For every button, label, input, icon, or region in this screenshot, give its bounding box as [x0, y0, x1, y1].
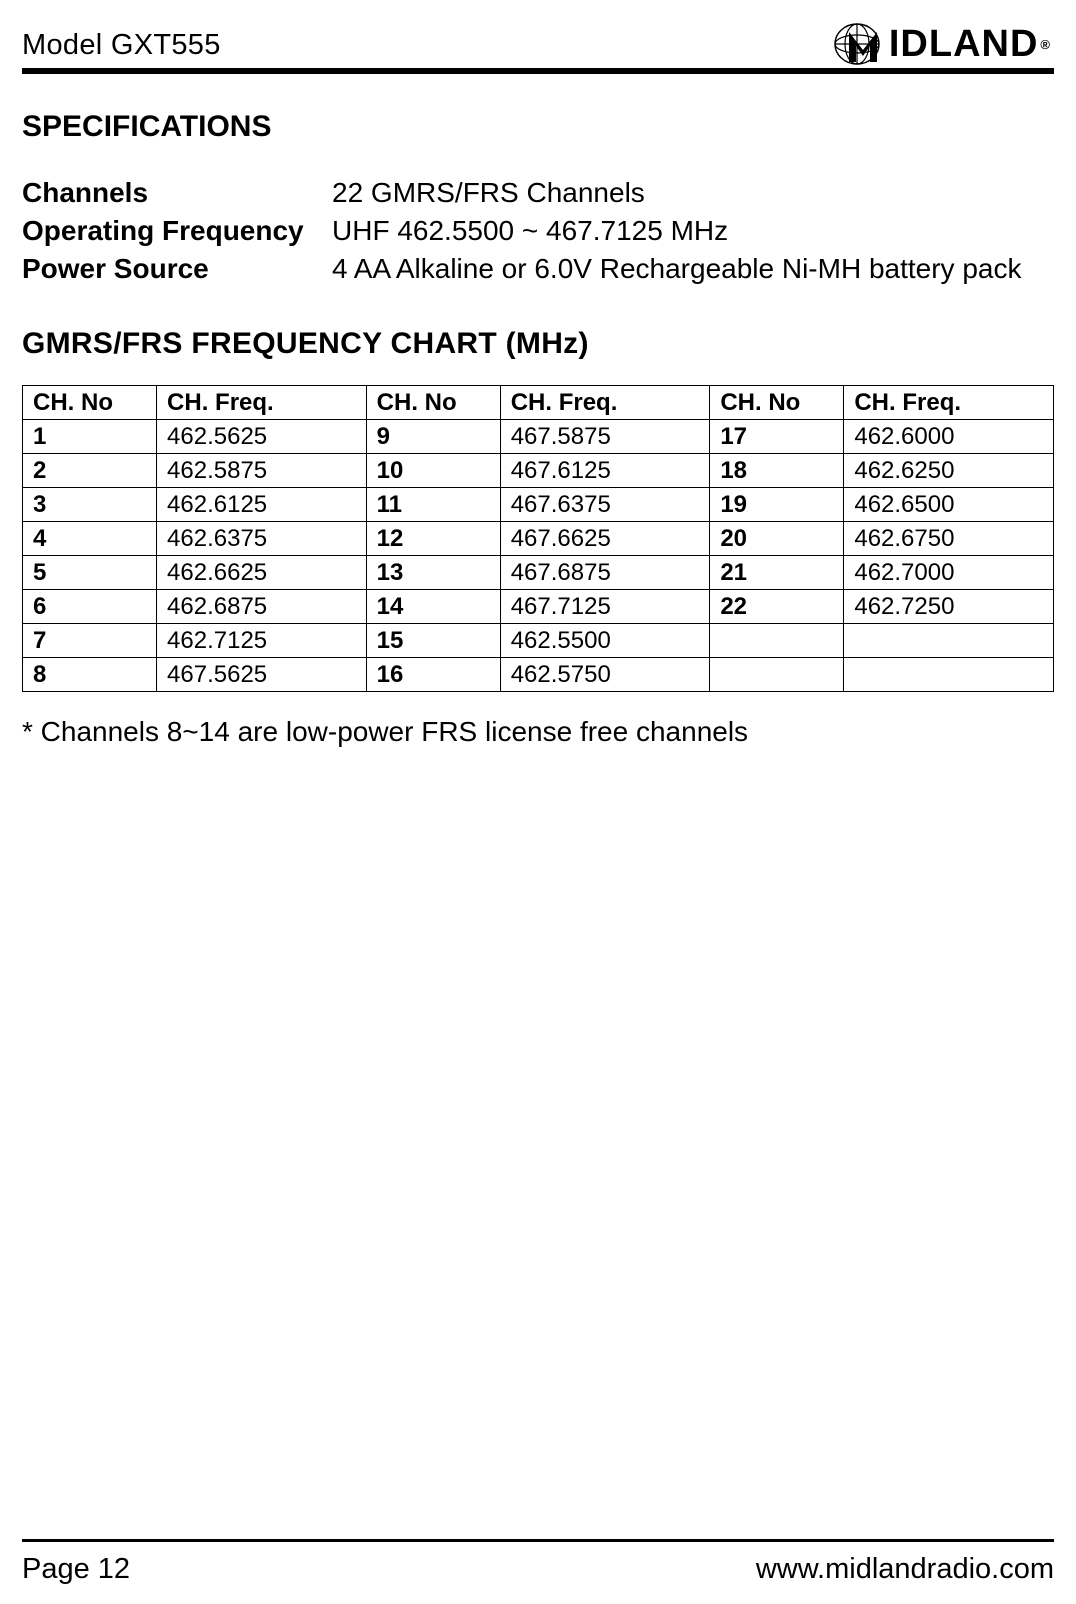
channel-frequency-cell: 467.6375 — [500, 488, 710, 522]
channel-number-cell: 21 — [710, 556, 844, 590]
specifications-heading: SPECIFICATIONS — [22, 110, 1054, 144]
spec-row: Channels 22 GMRS/FRS Channels — [22, 174, 1054, 212]
channel-number-cell: 10 — [366, 454, 500, 488]
col-header: CH. No — [710, 386, 844, 420]
channel-frequency-cell: 467.6125 — [500, 454, 710, 488]
channel-number-cell — [710, 658, 844, 692]
channel-number-cell: 12 — [366, 522, 500, 556]
table-row: 5462.662513467.687521462.7000 — [23, 556, 1054, 590]
table-row: 1462.56259467.587517462.6000 — [23, 420, 1054, 454]
model-label: Model GXT555 — [22, 29, 221, 62]
channel-number-cell: 9 — [366, 420, 500, 454]
specifications-list: Channels 22 GMRS/FRS Channels Operating … — [22, 174, 1054, 287]
channel-number-cell: 11 — [366, 488, 500, 522]
spec-row: Power Source 4 AA Alkaline or 6.0V Recha… — [22, 250, 1054, 288]
header-row: Model GXT555 IDLAND® — [22, 18, 1054, 62]
table-row: 7462.712515462.5500 — [23, 624, 1054, 658]
channel-number-cell: 1 — [23, 420, 157, 454]
channel-number-cell — [710, 624, 844, 658]
table-body: 1462.56259467.587517462.60002462.5875104… — [23, 420, 1054, 692]
col-header: CH. Freq. — [844, 386, 1054, 420]
channel-frequency-cell: 462.6000 — [844, 420, 1054, 454]
channel-number-cell: 4 — [23, 522, 157, 556]
frequency-table: CH. No CH. Freq. CH. No CH. Freq. CH. No… — [22, 385, 1054, 692]
col-header: CH. Freq. — [500, 386, 710, 420]
channel-frequency-cell: 462.6625 — [157, 556, 367, 590]
table-row: 4462.637512467.662520462.6750 — [23, 522, 1054, 556]
channel-frequency-cell: 462.5500 — [500, 624, 710, 658]
footer-url: www.midlandradio.com — [756, 1553, 1054, 1586]
footnote-text: * Channels 8~14 are low-power FRS licens… — [22, 716, 1054, 748]
brand-globe-m-icon — [831, 22, 885, 66]
col-header: CH. No — [366, 386, 500, 420]
table-header-row: CH. No CH. Freq. CH. No CH. Freq. CH. No… — [23, 386, 1054, 420]
channel-number-cell: 16 — [366, 658, 500, 692]
channel-frequency-cell: 462.6500 — [844, 488, 1054, 522]
spec-value: UHF 462.5500 ~ 467.7125 MHz — [332, 212, 1054, 250]
channel-number-cell: 14 — [366, 590, 500, 624]
channel-frequency-cell: 467.6625 — [500, 522, 710, 556]
channel-frequency-cell: 462.6250 — [844, 454, 1054, 488]
channel-number-cell: 15 — [366, 624, 500, 658]
brand-text: IDLAND® — [889, 23, 1050, 66]
channel-frequency-cell: 462.7125 — [157, 624, 367, 658]
channel-frequency-cell: 462.6375 — [157, 522, 367, 556]
header-divider — [22, 68, 1054, 74]
channel-frequency-cell: 467.5875 — [500, 420, 710, 454]
channel-number-cell: 2 — [23, 454, 157, 488]
channel-number-cell: 5 — [23, 556, 157, 590]
col-header: CH. Freq. — [157, 386, 367, 420]
channel-frequency-cell: 462.6125 — [157, 488, 367, 522]
channel-frequency-cell: 462.7250 — [844, 590, 1054, 624]
table-row: 6462.687514467.712522462.7250 — [23, 590, 1054, 624]
channel-number-cell: 13 — [366, 556, 500, 590]
brand-logo: IDLAND® — [831, 22, 1050, 66]
frequency-chart-heading: GMRS/FRS FREQUENCY CHART (MHz) — [22, 327, 1054, 361]
channel-frequency-cell: 462.7000 — [844, 556, 1054, 590]
table-row: 3462.612511467.637519462.6500 — [23, 488, 1054, 522]
spec-value: 4 AA Alkaline or 6.0V Rechargeable Ni-MH… — [332, 250, 1054, 288]
channel-frequency-cell — [844, 658, 1054, 692]
channel-number-cell: 17 — [710, 420, 844, 454]
channel-frequency-cell: 467.7125 — [500, 590, 710, 624]
channel-frequency-cell: 462.5750 — [500, 658, 710, 692]
channel-number-cell: 19 — [710, 488, 844, 522]
registered-mark: ® — [1040, 37, 1050, 52]
spec-label: Power Source — [22, 250, 332, 288]
table-row: 8467.562516462.5750 — [23, 658, 1054, 692]
footer-row: Page 12 www.midlandradio.com — [22, 1553, 1054, 1586]
spec-row: Operating Frequency UHF 462.5500 ~ 467.7… — [22, 212, 1054, 250]
page-container: Model GXT555 IDLAND® SPECIFICATIONS Chan… — [0, 0, 1076, 1604]
footer-divider — [22, 1539, 1054, 1542]
table-row: 2462.587510467.612518462.6250 — [23, 454, 1054, 488]
spec-label: Operating Frequency — [22, 212, 332, 250]
channel-number-cell: 6 — [23, 590, 157, 624]
channel-number-cell: 7 — [23, 624, 157, 658]
col-header: CH. No — [23, 386, 157, 420]
channel-frequency-cell: 462.6750 — [844, 522, 1054, 556]
spec-label: Channels — [22, 174, 332, 212]
spec-value: 22 GMRS/FRS Channels — [332, 174, 1054, 212]
channel-number-cell: 22 — [710, 590, 844, 624]
channel-number-cell: 8 — [23, 658, 157, 692]
brand-name: IDLAND — [889, 23, 1039, 65]
channel-frequency-cell: 467.5625 — [157, 658, 367, 692]
channel-number-cell: 3 — [23, 488, 157, 522]
channel-frequency-cell: 467.6875 — [500, 556, 710, 590]
channel-frequency-cell: 462.6875 — [157, 590, 367, 624]
channel-frequency-cell — [844, 624, 1054, 658]
channel-number-cell: 18 — [710, 454, 844, 488]
channel-number-cell: 20 — [710, 522, 844, 556]
channel-frequency-cell: 462.5875 — [157, 454, 367, 488]
channel-frequency-cell: 462.5625 — [157, 420, 367, 454]
page-number: Page 12 — [22, 1553, 130, 1586]
